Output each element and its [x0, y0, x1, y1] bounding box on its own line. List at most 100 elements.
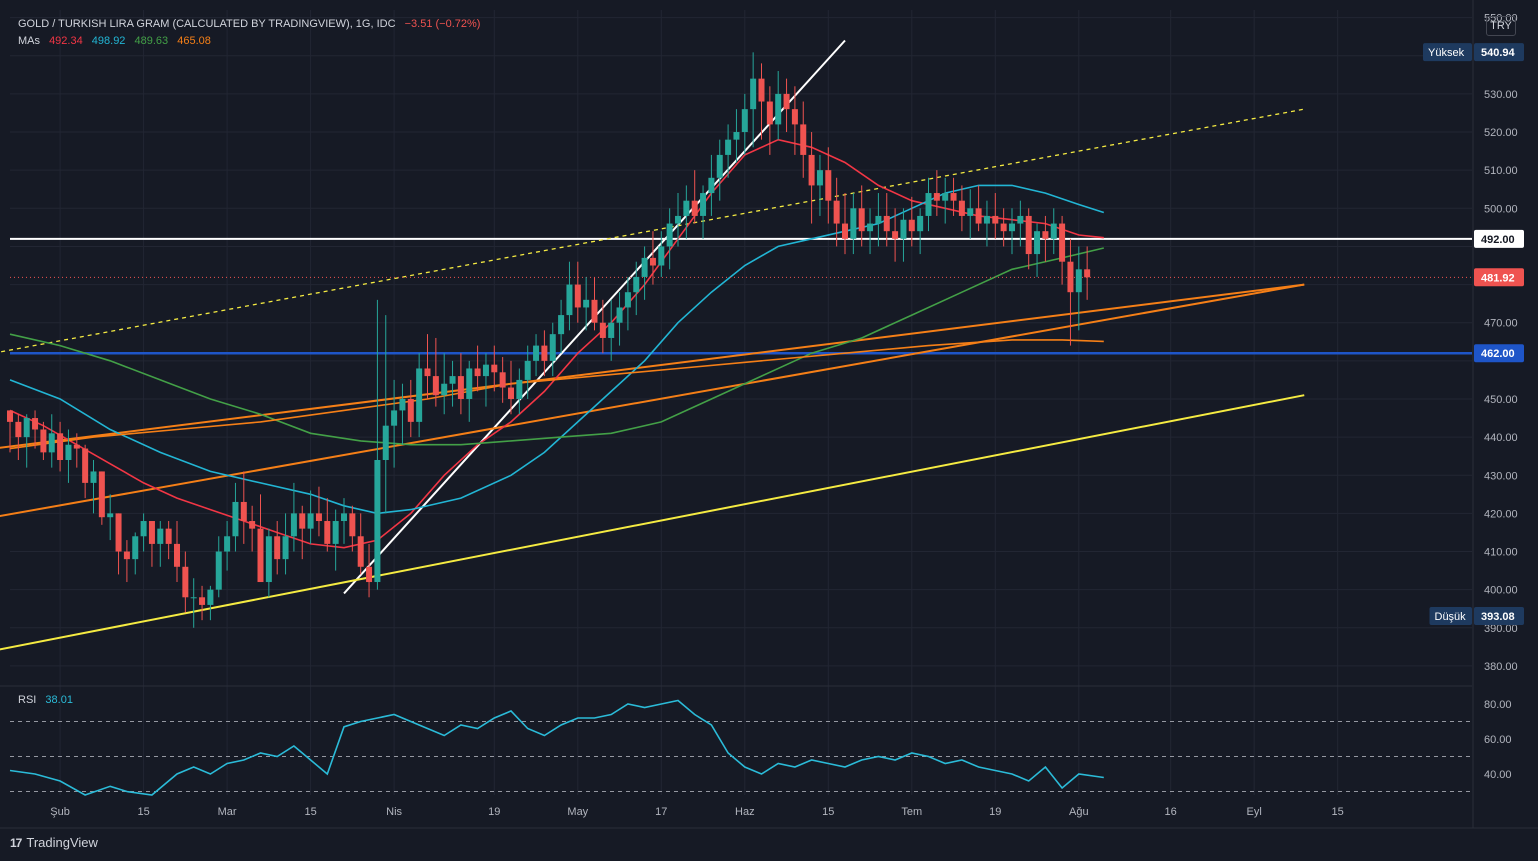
- ma-line-2: [9, 184, 1105, 515]
- drawing-layer: [0, 39, 1472, 651]
- candle-body: [416, 368, 423, 422]
- candle-body: [324, 521, 331, 544]
- price-label-value-hline-white: 492.00: [1481, 234, 1515, 246]
- x-tick-label: May: [567, 806, 588, 818]
- candle-body: [40, 429, 47, 453]
- candle-body: [992, 215, 999, 224]
- candle-body: [1075, 269, 1082, 293]
- candle-body: [1009, 223, 1015, 232]
- candle-body: [374, 460, 381, 583]
- candle-body: [432, 376, 439, 396]
- candle-body: [508, 387, 514, 399]
- candle-body: [766, 101, 773, 125]
- candle-body: [98, 471, 105, 518]
- symbol-legend[interactable]: GOLD / TURKISH LIRA GRAM (CALCULATED BY …: [18, 18, 486, 30]
- price-labels: 540.94 Yüksek 492.00 481.92 462.00 393.08 Düşü…: [1423, 43, 1524, 626]
- candle-body: [73, 444, 80, 449]
- candle-body: [599, 322, 606, 338]
- candle-body: [391, 410, 398, 426]
- candle-body: [933, 193, 940, 201]
- candle-body: [140, 521, 147, 537]
- candle-body: [591, 299, 598, 323]
- x-tick-label: 15: [304, 806, 316, 818]
- ma-legend[interactable]: MAs 492.34 498.92 489.63 465.08: [18, 35, 217, 47]
- currency-button[interactable]: TRY: [1486, 16, 1516, 36]
- candle-body: [583, 299, 590, 308]
- candle-body: [82, 448, 89, 483]
- price-label-text-low: Düşük: [1435, 611, 1467, 623]
- candle-body: [1059, 223, 1066, 262]
- candle-body: [299, 513, 306, 529]
- candle-body: [808, 154, 815, 186]
- candle-body: [900, 219, 907, 239]
- candle-body: [541, 345, 548, 361]
- price-label-value-hline-blue: 462.00: [1481, 348, 1515, 360]
- candle-body: [549, 334, 556, 361]
- yellow-support-line: [0, 394, 1305, 651]
- candle-body: [1084, 269, 1091, 278]
- price-tick-label: 450.00: [1484, 394, 1518, 406]
- candle-body: [382, 425, 389, 460]
- rsi-legend[interactable]: RSI 38.01: [18, 694, 79, 706]
- candle-body: [57, 433, 64, 460]
- candle-body: [791, 109, 798, 125]
- candle-body: [783, 93, 790, 110]
- candle-body: [842, 223, 848, 239]
- time-axis[interactable]: Şub 15 Mar 15 Nis 19 May 17 Haz 15 Tem 19 Ağu 16 Eyl 15: [50, 806, 1343, 818]
- x-tick-label: Şub: [50, 806, 70, 818]
- candle-body: [174, 543, 180, 567]
- candle-body: [574, 284, 581, 308]
- candle-body: [457, 376, 464, 399]
- candle-body: [925, 193, 932, 216]
- price-label-tag-low: [1429, 607, 1472, 626]
- candle-body: [207, 589, 214, 605]
- candle-body: [1034, 231, 1041, 255]
- candle-body: [32, 418, 39, 430]
- candle-body: [758, 78, 765, 102]
- symbol-title: GOLD / TURKISH LIRA GRAM (CALCULATED BY …: [18, 18, 396, 30]
- candle-body: [15, 421, 22, 438]
- candle-body: [499, 372, 506, 388]
- candle-body: [399, 398, 406, 411]
- candle-body: [942, 193, 949, 201]
- grid: [10, 10, 1472, 795]
- candle-body: [858, 208, 865, 232]
- candle-body: [524, 360, 531, 380]
- candle-body: [274, 536, 281, 560]
- rsi-value: 38.01: [45, 694, 73, 706]
- candle-body: [516, 379, 523, 399]
- candle-body: [1000, 223, 1007, 232]
- price-label-low: [1474, 607, 1524, 626]
- candle-body: [666, 223, 673, 247]
- candle-body: [282, 536, 289, 560]
- candle-body: [466, 368, 473, 399]
- candle-body: [424, 368, 431, 377]
- price-label-last: [1474, 268, 1524, 287]
- price-axis[interactable]: 550.00 530.00 520.00 510.00 500.00 470.00 450.…: [1484, 13, 1518, 781]
- candle-body: [624, 292, 631, 308]
- candle-body: [950, 193, 957, 201]
- candle-body: [1025, 215, 1032, 255]
- candle-body: [775, 93, 782, 125]
- candle-body: [290, 513, 297, 537]
- candle-body: [967, 208, 974, 216]
- orange-channel-lower: [0, 283, 1305, 518]
- candle-body: [224, 536, 231, 552]
- candle-body: [558, 315, 565, 335]
- candle-body: [48, 433, 55, 453]
- price-label-text-high: Yüksek: [1428, 47, 1465, 59]
- price-tick-label: 380.00: [1484, 661, 1518, 673]
- candle-body: [958, 200, 965, 216]
- tradingview-brand[interactable]: 17 TradingView: [10, 835, 98, 850]
- price-tick-label: 470.00: [1484, 318, 1518, 330]
- candle-body: [875, 215, 882, 224]
- price-label-value-high: 540.94: [1481, 47, 1516, 59]
- candle-body: [750, 78, 757, 110]
- candle-body: [741, 109, 748, 133]
- candle-body: [1050, 223, 1057, 239]
- candle-body: [1067, 261, 1074, 293]
- price-label-hline-white: [1474, 229, 1524, 248]
- price-change: −3.51 (−0.72%): [404, 18, 481, 30]
- candle-body: [883, 215, 890, 232]
